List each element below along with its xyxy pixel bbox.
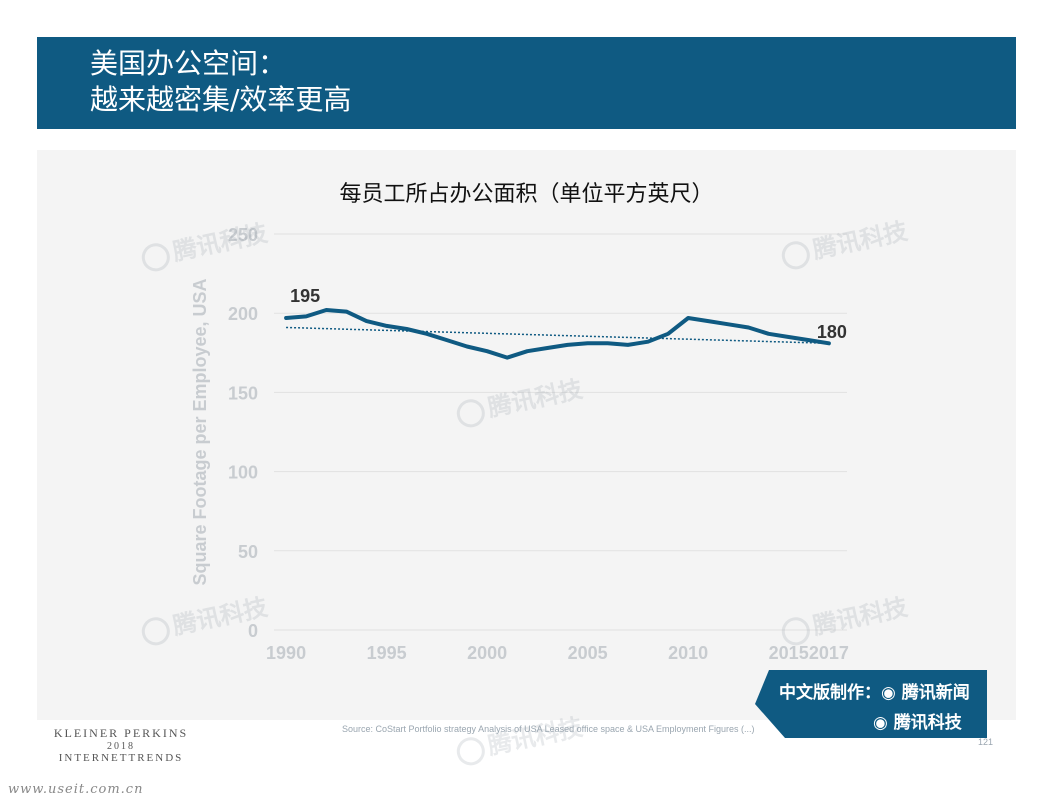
data-point xyxy=(565,343,570,347)
y-tick-label: 200 xyxy=(228,304,258,324)
data-point xyxy=(505,355,509,360)
data-label: 195 xyxy=(290,286,320,306)
x-tick-label: 2010 xyxy=(668,643,708,663)
data-point xyxy=(545,346,550,350)
y-tick-label: 0 xyxy=(248,621,258,641)
data-point xyxy=(646,340,650,344)
y-axis-label: Square Footage per Employee, USA xyxy=(190,278,210,585)
data-point xyxy=(827,341,831,345)
data-point xyxy=(586,341,590,345)
trendline xyxy=(286,326,829,345)
y-tick-label: 50 xyxy=(238,542,258,562)
chart-title: 每员工所占办公面积（单位平方英尺） xyxy=(339,182,714,207)
data-point xyxy=(364,319,369,323)
data-point xyxy=(726,322,730,326)
x-tick-label: 2005 xyxy=(568,643,608,663)
data-point xyxy=(284,316,288,320)
credit-badge: 中文版制作：◉ 腾讯新闻 ◉ 腾讯科技 xyxy=(755,670,987,738)
x-tick-label: 1990 xyxy=(266,643,306,663)
series-line xyxy=(284,308,831,360)
credit-line1: 中文版制作：◉ 腾讯新闻 xyxy=(779,683,970,703)
slide-title-line2: 越来越密集/效率更高 xyxy=(90,83,352,116)
data-point xyxy=(485,349,489,353)
data-point xyxy=(606,341,610,345)
x-tick-label: 2017 xyxy=(809,643,849,663)
data-point xyxy=(324,308,328,312)
data-point xyxy=(807,338,811,342)
credit-badge-shape xyxy=(755,670,987,738)
slide-title-line1: 美国办公空间： xyxy=(90,47,287,80)
site-url: www.useit.com.cn xyxy=(8,782,144,797)
brand-sub: INTERNETTRENDS xyxy=(58,752,184,764)
slide-title: 美国办公空间： 越来越密集/效率更高 xyxy=(90,46,351,118)
data-point xyxy=(405,327,409,331)
data-point xyxy=(626,343,630,347)
data-point xyxy=(686,316,690,320)
data-point xyxy=(304,314,308,318)
data-point xyxy=(445,338,449,342)
y-tick-label: 150 xyxy=(228,383,258,403)
x-tick-label: 2015 xyxy=(769,643,809,663)
x-tick-label: 1995 xyxy=(367,643,407,663)
page-number: 121 xyxy=(978,737,994,747)
data-point xyxy=(746,325,751,330)
data-point xyxy=(666,332,670,336)
data-point xyxy=(525,349,529,353)
header-band xyxy=(37,37,1016,129)
data-label: 180 xyxy=(817,322,847,342)
brand-year: 2018 xyxy=(107,741,135,752)
content-panel xyxy=(37,150,1016,720)
data-point xyxy=(384,324,389,328)
source-note: Source: CoStart Portfolio strategy Analy… xyxy=(342,724,755,734)
y-tick-label: 250 xyxy=(228,225,258,245)
data-point xyxy=(787,335,791,339)
credit-line2: ◉ 腾讯科技 xyxy=(873,713,962,733)
data-point xyxy=(344,310,348,314)
brand-name: KLEINER PERKINS xyxy=(53,726,189,740)
data-point xyxy=(706,319,710,323)
data-point xyxy=(425,332,429,336)
data-point xyxy=(766,332,771,336)
x-tick-label: 2000 xyxy=(467,643,507,663)
y-tick-label: 100 xyxy=(228,463,258,483)
data-point xyxy=(465,344,469,349)
brand-logo: KLEINER PERKINS 2018 INTERNETTRENDS xyxy=(50,726,192,764)
